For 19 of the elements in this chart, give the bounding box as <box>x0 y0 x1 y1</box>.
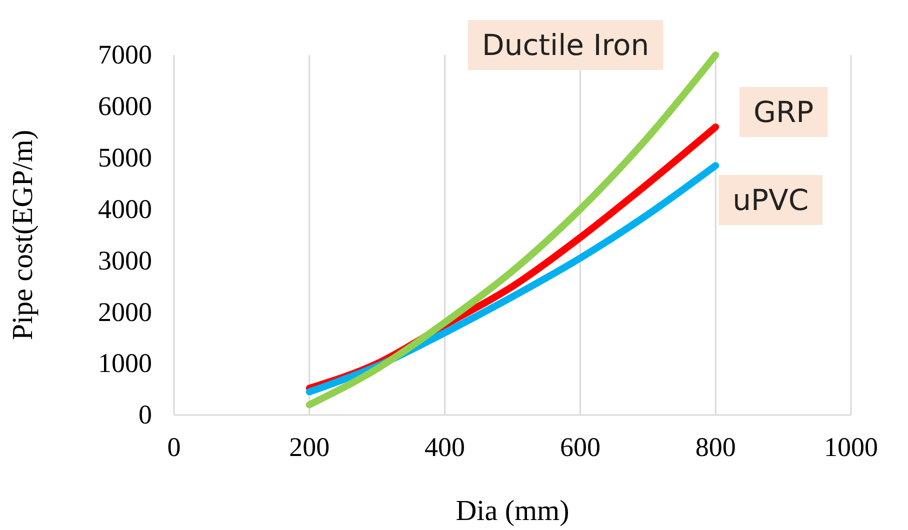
y-tick-label: 7000 <box>98 40 152 70</box>
x-axis-title: Dia (mm) <box>456 495 570 527</box>
x-tick-label: 1000 <box>824 432 878 462</box>
y-tick-label: 1000 <box>98 348 152 378</box>
y-axis-title: Pipe cost(EGP/m) <box>7 130 39 340</box>
y-tick-label: 5000 <box>98 142 152 172</box>
series-label: Ductile Iron <box>482 28 650 62</box>
x-tick-label: 200 <box>289 432 330 462</box>
y-tick-label: 0 <box>138 400 152 430</box>
x-tick-label: 600 <box>560 432 600 462</box>
series-label: GRP <box>754 95 814 129</box>
y-tick-label: 4000 <box>98 194 152 224</box>
series-label: uPVC <box>732 183 809 217</box>
x-tick-label: 800 <box>695 432 736 462</box>
y-tick-label: 2000 <box>98 296 152 327</box>
x-tick-label: 400 <box>424 432 466 462</box>
y-tick-label: 3000 <box>98 245 152 276</box>
x-tick-label: 0 <box>167 432 181 462</box>
y-tick-label: 6000 <box>98 91 152 122</box>
